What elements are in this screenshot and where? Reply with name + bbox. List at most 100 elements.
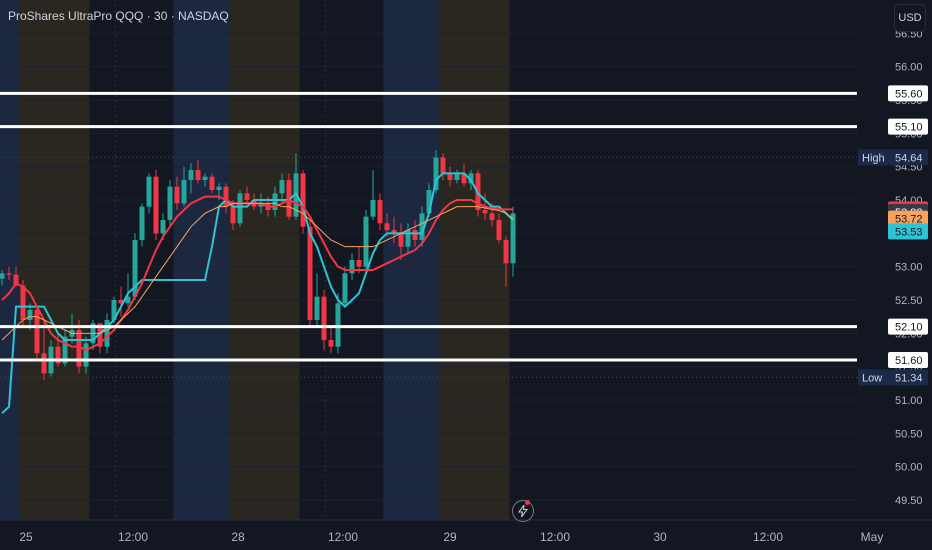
moving-average-line (1, 202, 514, 341)
candle-body (342, 273, 348, 304)
candle-body (209, 176, 215, 190)
candle-body (160, 220, 166, 234)
notification-dot (525, 500, 530, 505)
candle-body (482, 210, 488, 214)
candle-body (34, 310, 40, 354)
candle-body (314, 296, 320, 320)
candle-body (447, 173, 453, 180)
candle-body (419, 213, 425, 240)
price-tag: High (862, 152, 885, 164)
candle-body (139, 206, 145, 240)
price-label-box (888, 149, 928, 166)
candle-body (41, 353, 47, 374)
candle-body (223, 186, 229, 207)
x-tick-label: 29 (443, 530, 457, 544)
y-tick-label: 50.50 (895, 428, 923, 440)
price-tag: Low (862, 372, 882, 384)
candle-body (461, 173, 467, 184)
replay-button[interactable] (512, 500, 534, 522)
price-label: 55.10 (895, 122, 923, 134)
candle-body (370, 200, 376, 217)
x-tick-label: 28 (231, 530, 245, 544)
candle-body (132, 240, 138, 297)
candle-body (202, 176, 208, 180)
candle-body (356, 260, 362, 267)
price-label-box (888, 352, 928, 368)
session-band (173, 0, 230, 520)
candle-body (454, 173, 460, 180)
y-tick-label: 52.50 (895, 295, 923, 307)
candle-body (55, 346, 61, 364)
price-label: 53.72 (895, 214, 923, 226)
candle-body (153, 176, 159, 234)
candle-body (174, 186, 180, 204)
price-label-box (888, 369, 928, 386)
candle-body (27, 310, 33, 320)
y-tick-label: 56.00 (895, 62, 923, 74)
candle-body (363, 216, 369, 267)
x-tick-label: 12:00 (540, 530, 570, 544)
candle-body (195, 170, 201, 180)
candle-body (349, 260, 355, 274)
candle-body (146, 176, 152, 207)
price-label-box (888, 318, 928, 335)
candle-body (440, 157, 446, 174)
y-tick-label: 51.00 (895, 395, 923, 407)
x-tick-label: 12:00 (118, 530, 148, 544)
candle-body (398, 233, 404, 247)
candle-body (468, 173, 474, 184)
candle-body (111, 300, 117, 320)
candle-body (83, 343, 89, 367)
candle-body (286, 180, 292, 217)
price-label: 53.53 (895, 226, 923, 238)
candle-body (503, 240, 509, 264)
candle-body (118, 300, 124, 304)
candle-body (97, 323, 103, 347)
candle-body (258, 203, 264, 207)
candle-body (489, 213, 495, 220)
session-band (0, 0, 20, 520)
price-label: 51.34 (895, 372, 923, 384)
candle-body (20, 285, 26, 320)
price-label: 52.10 (895, 322, 923, 334)
x-tick-label: 30 (653, 530, 667, 544)
candle-body (377, 200, 383, 224)
candle-body (181, 180, 187, 204)
candle-body (0, 273, 5, 279)
candle-body (321, 296, 327, 340)
x-tick-label: May (861, 530, 884, 544)
candle-body (216, 186, 222, 190)
symbol-title: ProShares UltraPro QQQ · 30 · NASDAQ (8, 9, 229, 23)
session-band (19, 0, 90, 520)
price-tag-box (858, 149, 888, 166)
moving-average-line (1, 172, 514, 415)
candle-body (6, 273, 12, 275)
candle-body (412, 230, 418, 240)
candle-body (405, 230, 411, 247)
candle-body (62, 336, 68, 364)
currency-button[interactable]: USD (894, 4, 926, 32)
candle-body (188, 170, 194, 180)
price-label: 54.64 (895, 152, 923, 164)
y-tick-label: 53.00 (895, 262, 923, 274)
candle-body (76, 330, 82, 367)
candle-body (125, 296, 131, 304)
x-tick-label: 12:00 (328, 530, 358, 544)
candle-body (167, 186, 173, 220)
candle-body (335, 303, 341, 347)
candle-body (496, 220, 502, 240)
candle-body (510, 213, 516, 264)
candle-body (244, 193, 250, 200)
price-label: 55.60 (895, 88, 923, 100)
lightning-icon (518, 505, 528, 517)
candle-body (272, 193, 278, 210)
candle-body (237, 193, 243, 224)
candle-body (279, 180, 285, 194)
candle-body (433, 157, 439, 190)
price-tag-box (858, 369, 888, 386)
candle-body (13, 274, 19, 286)
session-band (439, 0, 510, 520)
price-label-box (888, 85, 928, 102)
